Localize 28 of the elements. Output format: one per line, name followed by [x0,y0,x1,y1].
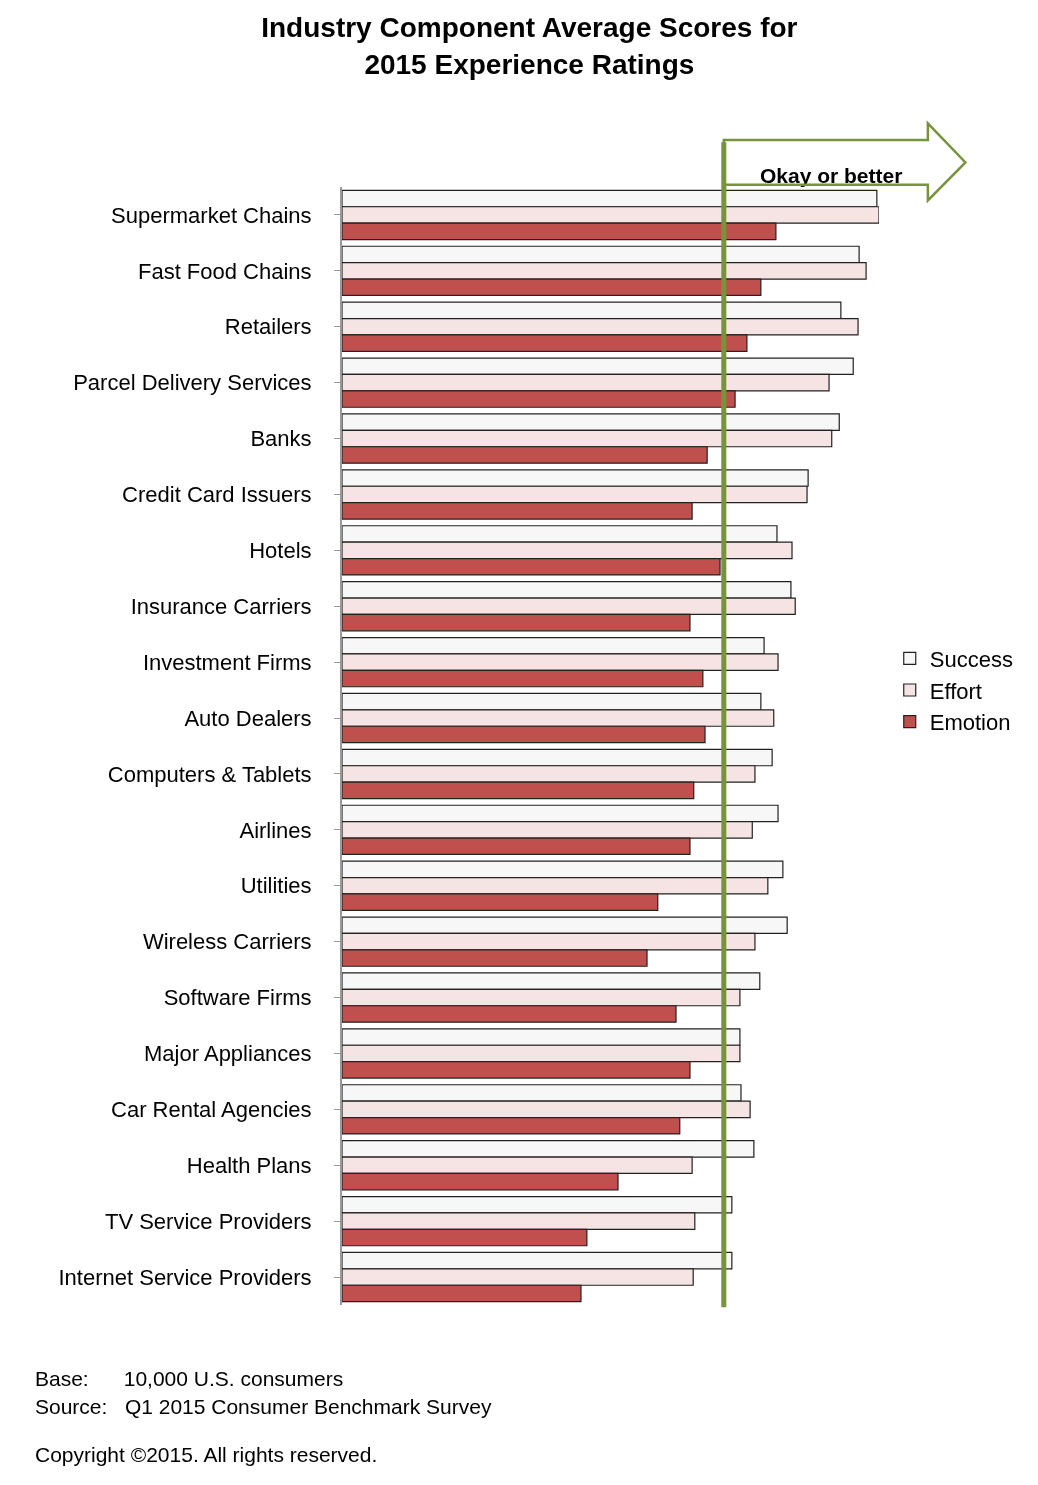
y-tick-label: Hotels [249,538,312,564]
y-tick-label: Banks [250,426,312,452]
y-tick-label: Software Firms [163,985,312,1011]
legend-label: Emotion [929,710,1011,736]
y-tick-label: Retailers [224,314,312,340]
y-tick-label: Credit Card Issuers [122,482,312,508]
legend-label: Success [929,646,1013,672]
y-tick-label: Utilities [240,873,312,899]
y-tick-label: Auto Dealers [184,705,312,731]
y-tick-label: Parcel Delivery Services [73,370,312,396]
y-tick-label: Wireless Carriers [142,929,312,955]
y-tick-label: Fast Food Chains [137,258,312,284]
y-tick-label: Health Plans [186,1152,312,1178]
y-tick-label: Major Appliances [144,1041,312,1067]
y-tick-label: Supermarket Chains [111,202,312,228]
y-tick-label: Airlines [239,817,312,843]
y-tick-label: Internet Service Providers [58,1264,312,1290]
source-note: Source: Q1 2015 Consumer Benchmark Survey [35,1395,492,1418]
ref-line-label: Okay or better [760,164,903,187]
y-tick-label: Insurance Carriers [130,593,312,619]
legend-label: Effort [929,678,982,704]
text: Base: 10,000 U.S. consumers [35,1367,344,1390]
chart-title: Industry Component Average Scores for 2015 Experience Ratings [261,12,798,80]
y-tick-label: Investment Firms [142,649,312,675]
y-tick-label: TV Service Providers [104,1208,312,1234]
y-tick-label: Car Rental Agencies [111,1097,312,1123]
y-tick-label: Computers & Tablets [107,761,312,787]
text: Copyright ©2015. All rights reserved. [35,1443,378,1466]
